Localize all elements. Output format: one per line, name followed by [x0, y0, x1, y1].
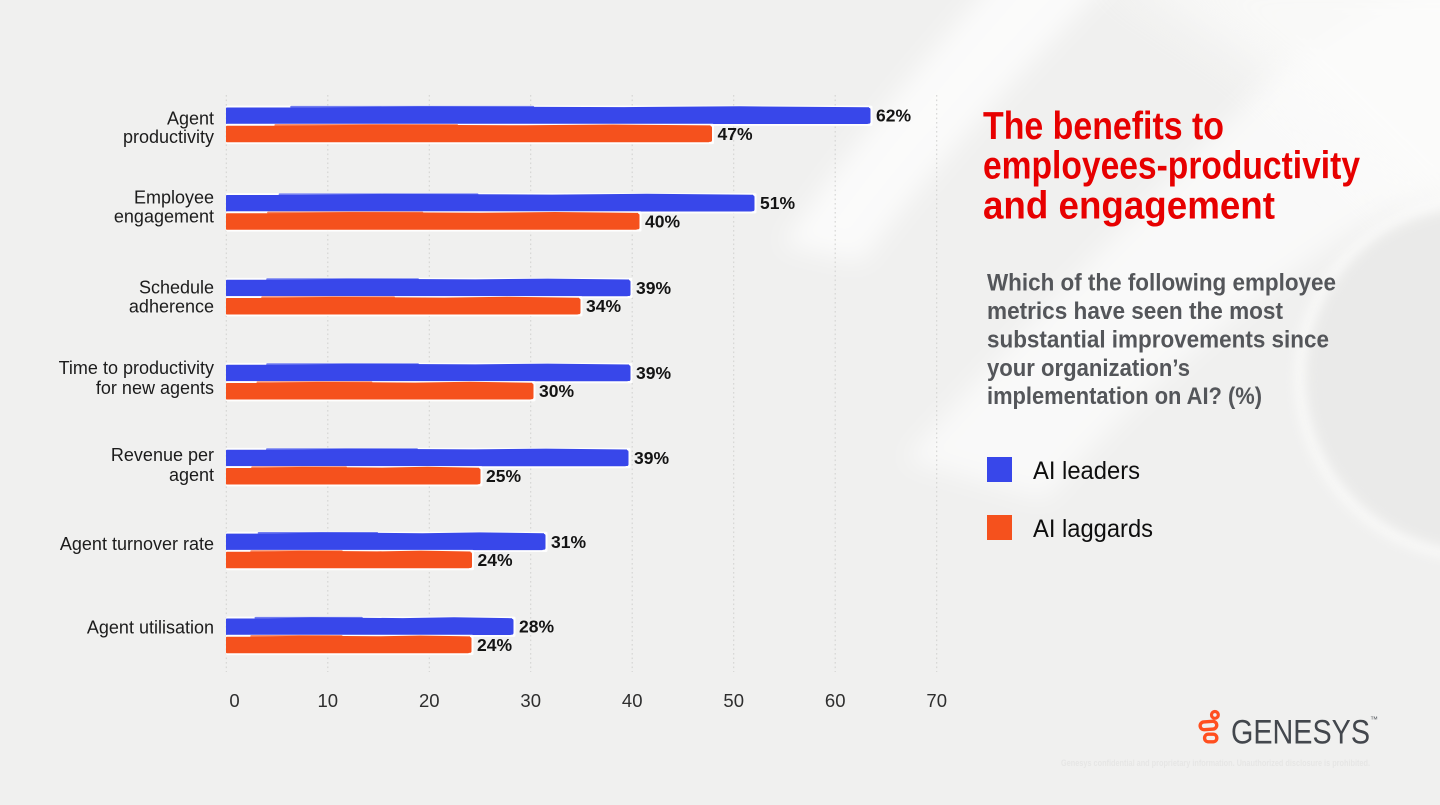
svg-text:engagement: engagement: [114, 207, 214, 227]
svg-text:metrics have seen the most: metrics have seen the most: [987, 298, 1283, 325]
svg-text:47%: 47%: [718, 124, 753, 144]
svg-text:30%: 30%: [539, 381, 574, 401]
svg-text:employees-productivity: employees-productivity: [983, 145, 1361, 188]
svg-text:productivity: productivity: [123, 127, 214, 147]
svg-text:your organization’s: your organization’s: [987, 355, 1190, 382]
svg-text:The benefits to: The benefits to: [983, 105, 1224, 148]
svg-text:Genesys confidential and propr: Genesys confidential and proprietary inf…: [1061, 758, 1370, 769]
svg-text:adherence: adherence: [129, 297, 214, 317]
svg-text:substantial improvements since: substantial improvements since: [987, 326, 1329, 353]
svg-text:25%: 25%: [486, 466, 521, 486]
svg-text:AI leaders: AI leaders: [1033, 457, 1140, 485]
svg-text:agent: agent: [169, 465, 214, 485]
svg-text:™: ™: [1370, 715, 1378, 724]
svg-text:39%: 39%: [636, 278, 671, 298]
svg-text:24%: 24%: [478, 550, 513, 570]
svg-text:Agent utilisation: Agent utilisation: [87, 618, 214, 638]
svg-text:39%: 39%: [636, 363, 671, 383]
svg-text:Time to productivity: Time to productivity: [59, 358, 214, 378]
svg-text:40: 40: [622, 690, 643, 711]
svg-text:70: 70: [926, 690, 947, 711]
svg-text:GENESYS: GENESYS: [1231, 713, 1370, 751]
svg-text:and engagement: and engagement: [983, 184, 1275, 227]
svg-text:Revenue per: Revenue per: [111, 445, 214, 465]
svg-text:20: 20: [419, 690, 440, 711]
svg-text:50: 50: [723, 690, 744, 711]
svg-text:31%: 31%: [551, 532, 586, 552]
svg-text:0: 0: [229, 690, 239, 711]
svg-text:28%: 28%: [519, 617, 554, 637]
svg-text:Employee: Employee: [134, 187, 214, 207]
svg-text:34%: 34%: [586, 296, 621, 316]
svg-text:62%: 62%: [876, 106, 911, 126]
svg-text:for new agents: for new agents: [96, 378, 214, 398]
svg-text:60: 60: [825, 690, 846, 711]
svg-text:24%: 24%: [477, 635, 512, 655]
svg-text:Schedule: Schedule: [139, 277, 214, 297]
svg-text:implementation on AI? (%): implementation on AI? (%): [987, 383, 1262, 410]
svg-text:Which of the following employe: Which of the following employee: [987, 270, 1336, 297]
svg-text:10: 10: [318, 690, 339, 711]
svg-text:51%: 51%: [760, 193, 795, 213]
svg-text:Agent turnover rate: Agent turnover rate: [60, 534, 214, 554]
svg-text:Agent: Agent: [167, 108, 214, 128]
svg-text:AI laggards: AI laggards: [1033, 515, 1153, 543]
svg-text:30: 30: [520, 690, 541, 711]
svg-text:39%: 39%: [634, 448, 669, 468]
svg-text:40%: 40%: [645, 211, 680, 231]
